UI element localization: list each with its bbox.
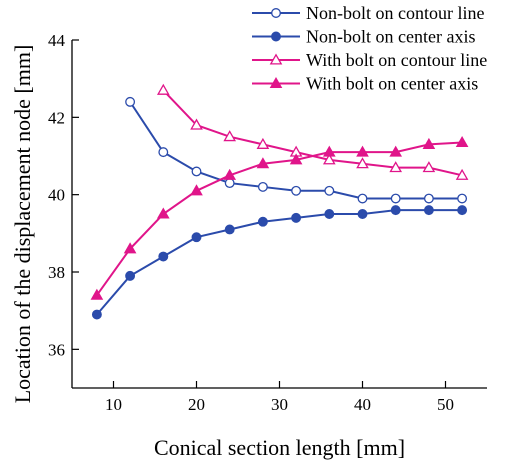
data-point — [90, 288, 104, 300]
y-tick-label: 44 — [48, 31, 66, 50]
data-point — [423, 193, 434, 204]
data-point — [455, 135, 469, 148]
series-line — [162, 89, 463, 177]
legend-item-3: With bolt on contour line — [252, 50, 487, 70]
data-point — [390, 193, 401, 204]
legend-marker — [271, 8, 281, 18]
legend-label: With bolt on contour line — [306, 50, 487, 70]
data-point — [423, 205, 434, 216]
data-point — [190, 184, 203, 196]
data-point — [291, 212, 302, 223]
data-point — [224, 224, 235, 235]
data-point — [422, 161, 436, 173]
x-tick-label: 20 — [188, 395, 205, 414]
data-point — [191, 232, 202, 243]
data-point — [224, 178, 235, 189]
data-point — [125, 270, 136, 281]
data-point — [357, 209, 368, 219]
legend-marker — [271, 31, 281, 42]
data-point — [257, 181, 268, 192]
data-point — [457, 205, 468, 216]
series-layer — [90, 83, 469, 320]
data-point — [356, 145, 369, 157]
data-point — [123, 242, 137, 254]
data-point — [322, 153, 336, 165]
legend-label: Non-bolt on contour line — [306, 3, 484, 23]
data-point — [324, 209, 335, 219]
data-point — [223, 168, 237, 180]
data-point — [390, 205, 401, 216]
y-tick-label: 42 — [48, 108, 65, 127]
data-point — [158, 251, 169, 262]
data-point — [324, 185, 335, 196]
x-axis-title: Conical section length [mm] — [154, 435, 405, 460]
data-point — [158, 147, 169, 158]
x-tick-label: 10 — [105, 395, 122, 414]
legend-item-2: Non-bolt on center axis — [252, 27, 475, 47]
legend-item-1: Non-bolt on contour line — [252, 3, 484, 23]
data-point — [256, 157, 270, 169]
legend-marker — [269, 53, 283, 65]
data-point — [156, 83, 170, 95]
series-2 — [91, 205, 468, 320]
y-tick-label: 36 — [48, 340, 65, 359]
y-tick-label: 40 — [48, 186, 65, 205]
legend-item-4: With bolt on center axis — [252, 74, 478, 94]
series-line — [96, 141, 463, 296]
data-point — [422, 137, 436, 149]
series-1 — [125, 96, 468, 204]
legend: Non-bolt on contour line Non-bolt on cent… — [252, 3, 487, 94]
data-point — [457, 193, 468, 204]
x-tick-label: 50 — [437, 395, 454, 414]
y-axis-title: Location of the displacement node [mm] — [10, 45, 35, 404]
series-3 — [156, 83, 469, 180]
data-point — [389, 161, 403, 173]
data-point — [455, 168, 469, 180]
x-tick-label: 40 — [354, 395, 371, 414]
y-tick-label: 38 — [48, 263, 65, 282]
legend-marker — [269, 76, 283, 89]
data-point — [223, 130, 237, 142]
legend-label: Non-bolt on center axis — [306, 27, 475, 47]
axes: 36 38 40 42 44 10 20 30 40 50 — [48, 31, 487, 414]
data-point — [91, 309, 102, 320]
data-point — [389, 145, 403, 157]
data-point — [191, 166, 202, 177]
data-point — [125, 96, 136, 107]
data-point — [289, 153, 303, 165]
data-point — [356, 157, 369, 169]
data-point — [291, 185, 302, 196]
series-4 — [90, 135, 469, 300]
data-point — [256, 137, 270, 149]
series-line — [96, 209, 463, 316]
x-tick-label: 30 — [271, 395, 288, 414]
data-point — [322, 145, 336, 157]
legend-label: With bolt on center axis — [306, 74, 478, 94]
data-point — [257, 216, 268, 227]
data-point — [357, 193, 368, 204]
data-point — [156, 207, 170, 219]
data-point — [190, 118, 203, 130]
